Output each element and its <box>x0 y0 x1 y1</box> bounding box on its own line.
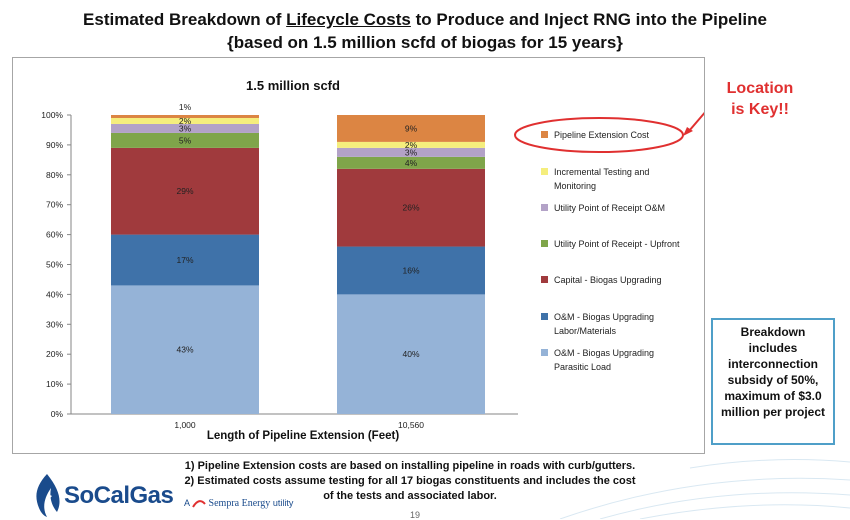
bar-segment <box>111 123 259 133</box>
footnote-2-cont: of the tests and associated labor. <box>323 490 497 502</box>
data-label: 9% <box>405 123 418 133</box>
legend-label: Capital - Biogas Upgrading <box>554 275 662 285</box>
legend-swatch <box>541 276 548 283</box>
note-text: Breakdown includes interconnection subsi… <box>720 325 825 419</box>
page-number: 19 <box>410 510 421 520</box>
data-label: 1% <box>179 102 192 112</box>
bar-segment <box>337 141 485 148</box>
data-label: 4% <box>405 158 418 168</box>
bar-segment <box>111 147 259 235</box>
flame-logo-icon <box>36 474 60 517</box>
legend-swatch <box>541 131 548 138</box>
data-label: 17% <box>176 255 193 265</box>
y-tick-label: 80% <box>46 170 63 180</box>
y-tick-label: 50% <box>46 260 63 270</box>
chart-title: 1.5 million scfd <box>246 78 340 93</box>
callout-arrow-head <box>683 127 693 136</box>
title-underlined: Lifecycle Costs <box>286 10 411 29</box>
data-label: 40% <box>402 349 419 359</box>
bar-segment <box>337 147 485 157</box>
socalgas-logo: SoCalGas A Sempra Energy utility <box>30 472 310 518</box>
legend-label: Pipeline Extension Cost <box>554 130 650 140</box>
y-tick-label: 0% <box>51 409 64 419</box>
chart-frame: 1.5 million scfd 0% 10% 20% 30% 40% 50% 60% 70% 8… <box>12 57 705 454</box>
legend-label: O&M - Biogas Upgrading <box>554 348 654 358</box>
legend-swatch <box>541 168 548 175</box>
bar-segment <box>337 294 485 414</box>
footnote-2: 2) Estimated costs assume testing for al… <box>184 475 636 487</box>
logo-subtitle: A Sempra Energy utility <box>184 498 294 509</box>
data-label: 26% <box>402 203 419 213</box>
legend-label: Monitoring <box>554 181 596 191</box>
legend-label: Incremental Testing and <box>554 167 649 177</box>
data-label: 3% <box>179 123 192 133</box>
note-box: Breakdown includes interconnection subsi… <box>711 318 835 445</box>
legend-swatch <box>541 313 548 320</box>
bar-segment <box>337 156 485 169</box>
bar-segment <box>337 115 485 142</box>
bar-segment <box>111 117 259 124</box>
data-label: 5% <box>179 135 192 145</box>
highlight-ellipse <box>514 117 684 153</box>
y-tick-label: 90% <box>46 140 63 150</box>
footnote-1: 1) Pipeline Extension costs are based on… <box>184 460 636 472</box>
y-tick-label: 20% <box>46 349 63 359</box>
x-tick-label: 10,560 <box>398 420 424 430</box>
footnotes: 1) Pipeline Extension costs are based on… <box>150 459 670 504</box>
legend-label: Labor/Materials <box>554 326 617 336</box>
bar-segment <box>111 115 259 118</box>
y-tick-label: 60% <box>46 230 63 240</box>
legend-swatch <box>541 204 548 211</box>
data-label: 29% <box>176 186 193 196</box>
bar-segment <box>337 246 485 295</box>
bar-segment <box>111 285 259 414</box>
bar-segment <box>111 132 259 148</box>
y-tick-label: 70% <box>46 200 63 210</box>
slide-title-line2: {based on 1.5 million scfd of biogas for… <box>227 33 623 52</box>
sempra-icon <box>192 499 206 508</box>
legend-swatch <box>541 349 548 356</box>
y-tick-label: 10% <box>46 379 63 389</box>
legend-label: Utility Point of Receipt - Upfront <box>554 239 680 249</box>
legend-label: Utility Point of Receipt O&M <box>554 203 665 213</box>
slide-title-line1: Estimated Breakdown of Lifecycle Costs t… <box>83 10 767 29</box>
x-axis-label: Length of Pipeline Extension (Feet) <box>207 430 399 442</box>
y-tick-label: 30% <box>46 319 63 329</box>
legend-label: Parasitic Load <box>554 362 611 372</box>
logo-brand: SoCalGas <box>64 482 174 509</box>
data-label: 2% <box>405 140 418 150</box>
slide-title: Estimated Breakdown of Lifecycle Costs t… <box>0 8 850 54</box>
y-tick-label: 40% <box>46 289 63 299</box>
data-label: 43% <box>176 345 193 355</box>
callout-arrow-line <box>688 111 704 132</box>
data-label: 16% <box>402 265 419 275</box>
data-label: 2% <box>179 116 192 126</box>
legend-label: O&M - Biogas Upgrading <box>554 312 654 322</box>
data-label: 3% <box>405 147 418 157</box>
location-callout: Location is Key!! <box>726 80 794 118</box>
stacked-bar-chart: 1.5 million scfd 0% 10% 20% 30% 40% 50% 60% 70% 8… <box>41 78 704 442</box>
bar-segment <box>337 168 485 247</box>
bar-segment <box>111 234 259 286</box>
legend-swatch <box>541 240 548 247</box>
x-tick-label: 1,000 <box>174 420 196 430</box>
y-tick-label: 100% <box>41 110 63 120</box>
